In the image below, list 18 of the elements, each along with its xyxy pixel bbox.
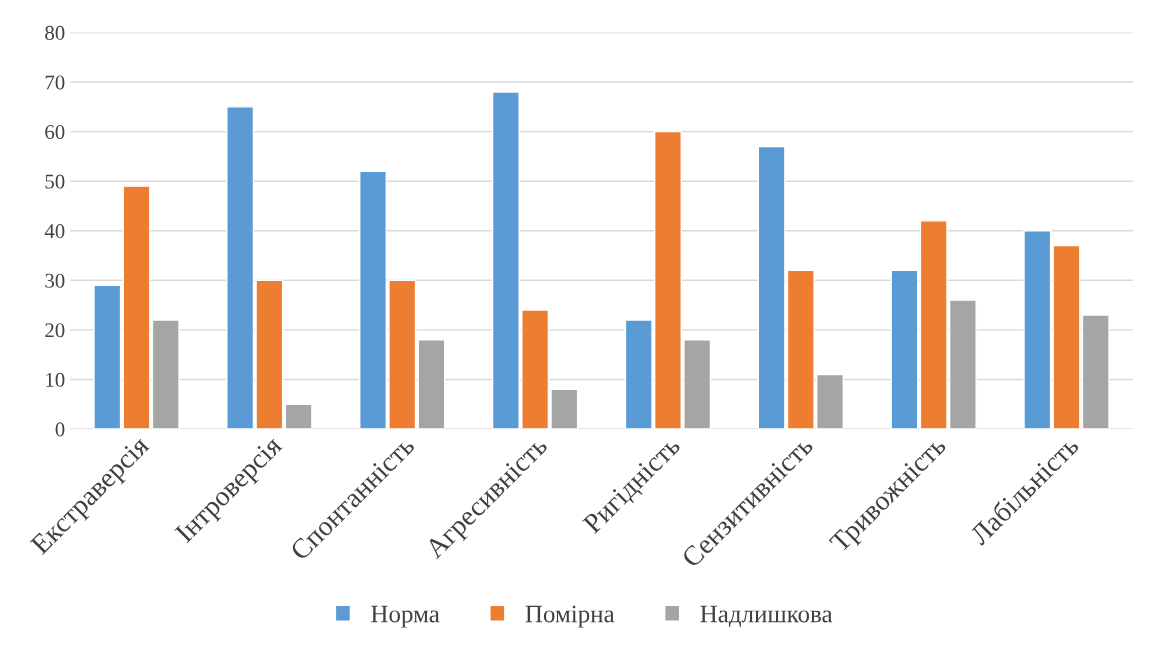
bar: [93, 284, 122, 429]
legend-label: Надлишкова: [700, 605, 833, 628]
y-tick-label: 80: [45, 25, 65, 40]
bar: [1023, 230, 1052, 429]
y-tick-label: 40: [44, 224, 65, 239]
bar: [122, 185, 151, 429]
y-tick-label: 30: [45, 273, 65, 288]
y-tick-label: 10: [46, 372, 65, 387]
y-tick-label: 70: [45, 75, 65, 90]
y-tick-label: 0: [55, 422, 65, 437]
bar: [151, 319, 180, 429]
bar: [284, 403, 313, 429]
y-tick-label: 60: [45, 125, 65, 140]
legend-label: Норма: [371, 605, 440, 628]
bar: [890, 269, 919, 429]
y-tick-label: 20: [45, 323, 65, 338]
legend-label: Помірна: [525, 605, 615, 628]
y-tick-label: 50: [45, 174, 65, 189]
